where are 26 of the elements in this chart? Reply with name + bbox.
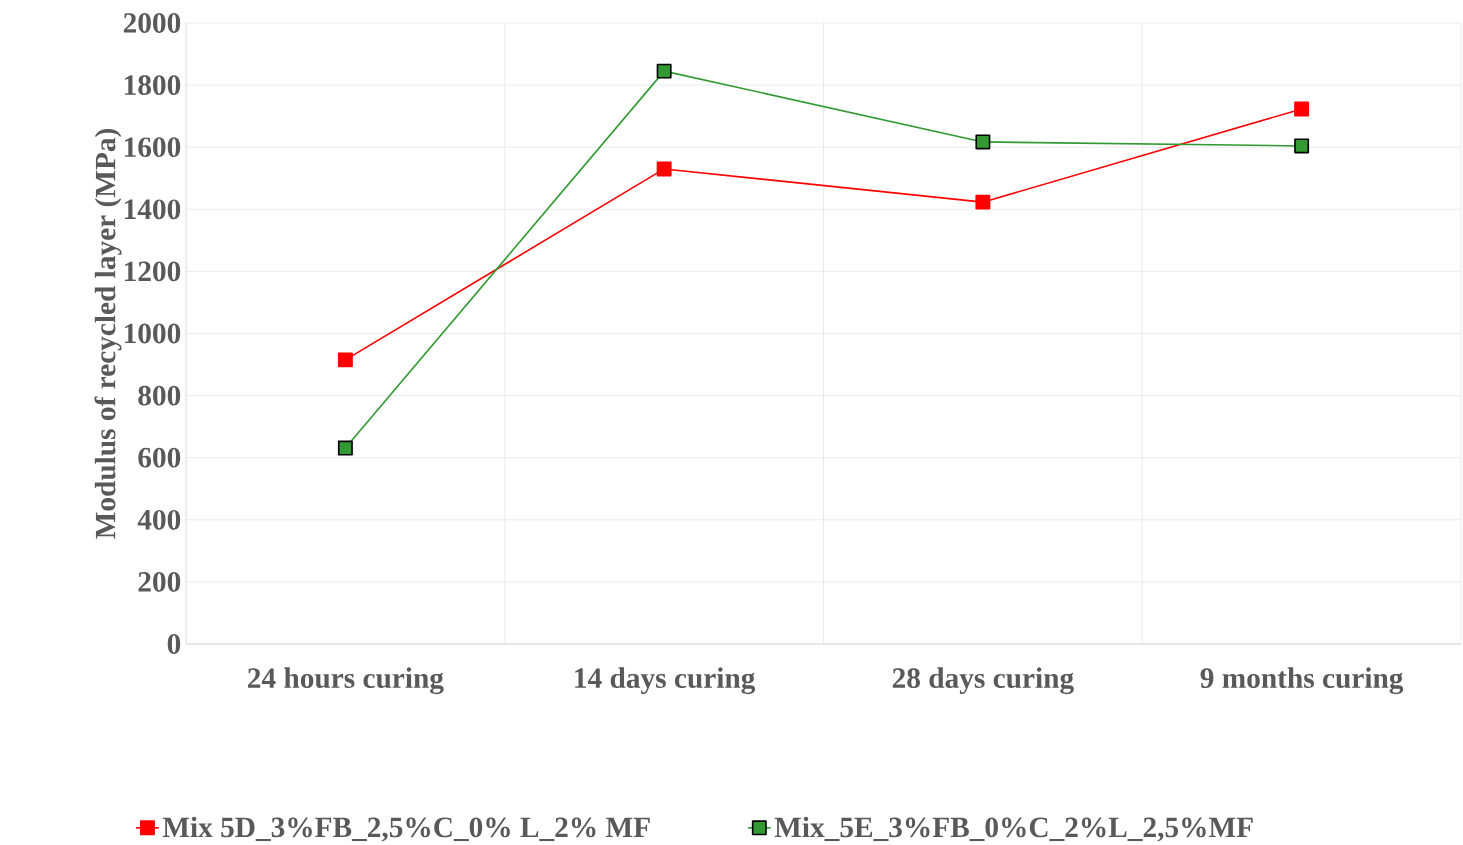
y-tick-label: 400 [137, 509, 181, 530]
point [975, 134, 991, 150]
y-tick-label: 1000 [124, 323, 181, 344]
y-axis-title: Modulus of recycled layer (MPa) [94, 128, 122, 539]
y-tick-label: 1200 [124, 261, 181, 282]
y-tick-label: 200 [138, 571, 181, 592]
y-tick-label: 1600 [124, 137, 181, 158]
point [337, 352, 353, 368]
y-tick-label: 600 [138, 447, 181, 468]
point [337, 440, 353, 456]
legend-label: Mix_5E_3%FB_0%C_2%L_2,5%MF [774, 816, 1253, 842]
y-tick-label: 800 [138, 385, 181, 406]
point [656, 161, 672, 177]
legend-label: Mix 5D_3%FB_2,5%C_0% L_2% MF [162, 816, 650, 842]
x-tick-label: 9 months curing [1200, 667, 1404, 695]
y-tick-label: 2000 [123, 13, 181, 33]
point [1294, 138, 1310, 154]
point [975, 194, 991, 210]
x-tick-label: 28 days curing [892, 667, 1074, 695]
y-tick-label: 0 [167, 634, 181, 654]
y-tick-label: 1400 [124, 199, 181, 220]
point [656, 63, 672, 79]
point [1294, 101, 1310, 117]
x-tick-label: 24 hours curing [248, 667, 444, 695]
y-tick-label: 1800 [124, 75, 181, 95]
x-tick-label: 14 days curing [575, 667, 756, 695]
